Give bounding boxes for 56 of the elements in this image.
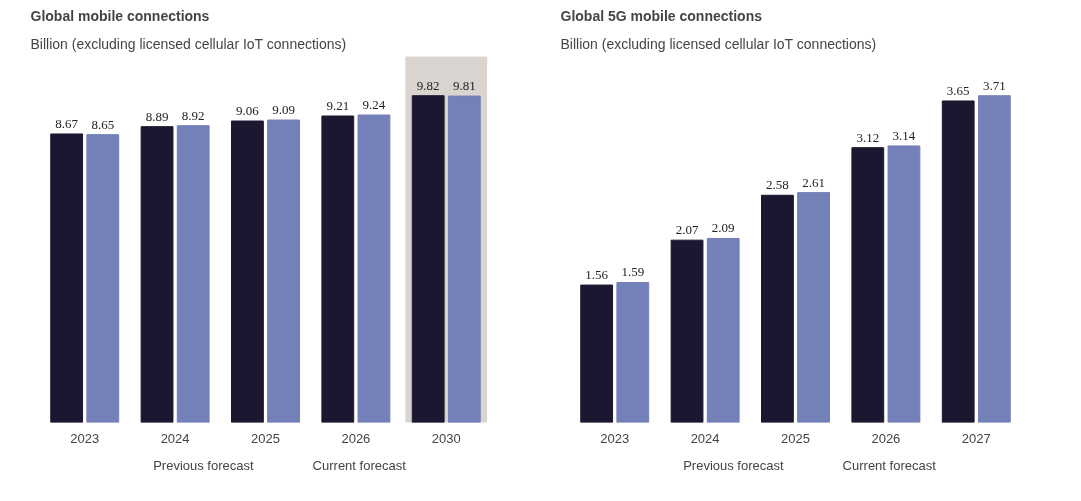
- data-label: 9.21: [326, 98, 350, 114]
- chart-title: Global mobile connections: [30, 7, 210, 24]
- data-label: 2.07: [675, 222, 699, 238]
- data-label: 3.65: [946, 83, 970, 98]
- chart-subtitle: Billion (excluding licensed cellular IoT connections): [30, 35, 347, 52]
- bar: [941, 100, 975, 423]
- bar: [797, 192, 830, 423]
- bar: [231, 120, 264, 423]
- bar: [86, 134, 120, 423]
- chart-subtitle: Billion (excluding licensed cellular IoT connections): [560, 35, 877, 52]
- bar: [267, 119, 300, 423]
- bar: [670, 239, 704, 423]
- data-label: 9.24: [362, 97, 386, 113]
- bar: [176, 125, 210, 423]
- x-tick-label: 2024: [160, 430, 190, 446]
- data-label: 9.09: [272, 102, 295, 118]
- text: Previous forecast: [153, 457, 254, 473]
- data-label: 8.67: [55, 115, 79, 131]
- bar: [357, 114, 391, 423]
- bar: [140, 126, 174, 423]
- data-label: 3.71: [982, 77, 1006, 93]
- data-label: 9.81: [452, 78, 476, 94]
- data-label: 3.12: [856, 129, 880, 145]
- data-label: 8.89: [145, 108, 169, 124]
- data-label: 2.09: [711, 220, 735, 236]
- bar: [761, 194, 794, 423]
- x-tick-label: 2030: [431, 430, 461, 446]
- text: Current forecast: [312, 457, 406, 473]
- x-tick-label: 2025: [781, 430, 810, 446]
- bar: [321, 115, 355, 423]
- bar: [580, 284, 614, 423]
- data-label: 9.82: [416, 77, 440, 93]
- x-tick-label: 2023: [600, 430, 630, 446]
- x-tick-label: 2026: [341, 430, 371, 446]
- data-label: 8.65: [91, 116, 115, 132]
- x-tick-label: 2027: [961, 430, 991, 446]
- x-tick-label: 2025: [251, 430, 280, 446]
- bar: [50, 133, 84, 423]
- data-label: 2.58: [766, 177, 789, 193]
- text: Previous forecast: [683, 457, 784, 473]
- bar: [887, 145, 921, 423]
- text: Current forecast: [842, 457, 936, 473]
- data-label: 1.56: [585, 267, 609, 283]
- bar: [706, 237, 740, 423]
- chart-title: Global 5G mobile connections: [560, 7, 763, 24]
- x-tick-label: 2024: [690, 430, 720, 446]
- bar: [977, 95, 1011, 423]
- data-label: 9.06: [236, 103, 260, 119]
- x-tick-label: 2026: [871, 430, 901, 446]
- bar: [616, 281, 650, 423]
- data-label: 2.61: [802, 174, 825, 190]
- data-label: 8.92: [181, 107, 205, 123]
- data-label: 3.14: [892, 127, 916, 143]
- x-tick-label: 2023: [70, 430, 100, 446]
- data-label: 1.59: [621, 264, 645, 280]
- bar: [851, 147, 885, 423]
